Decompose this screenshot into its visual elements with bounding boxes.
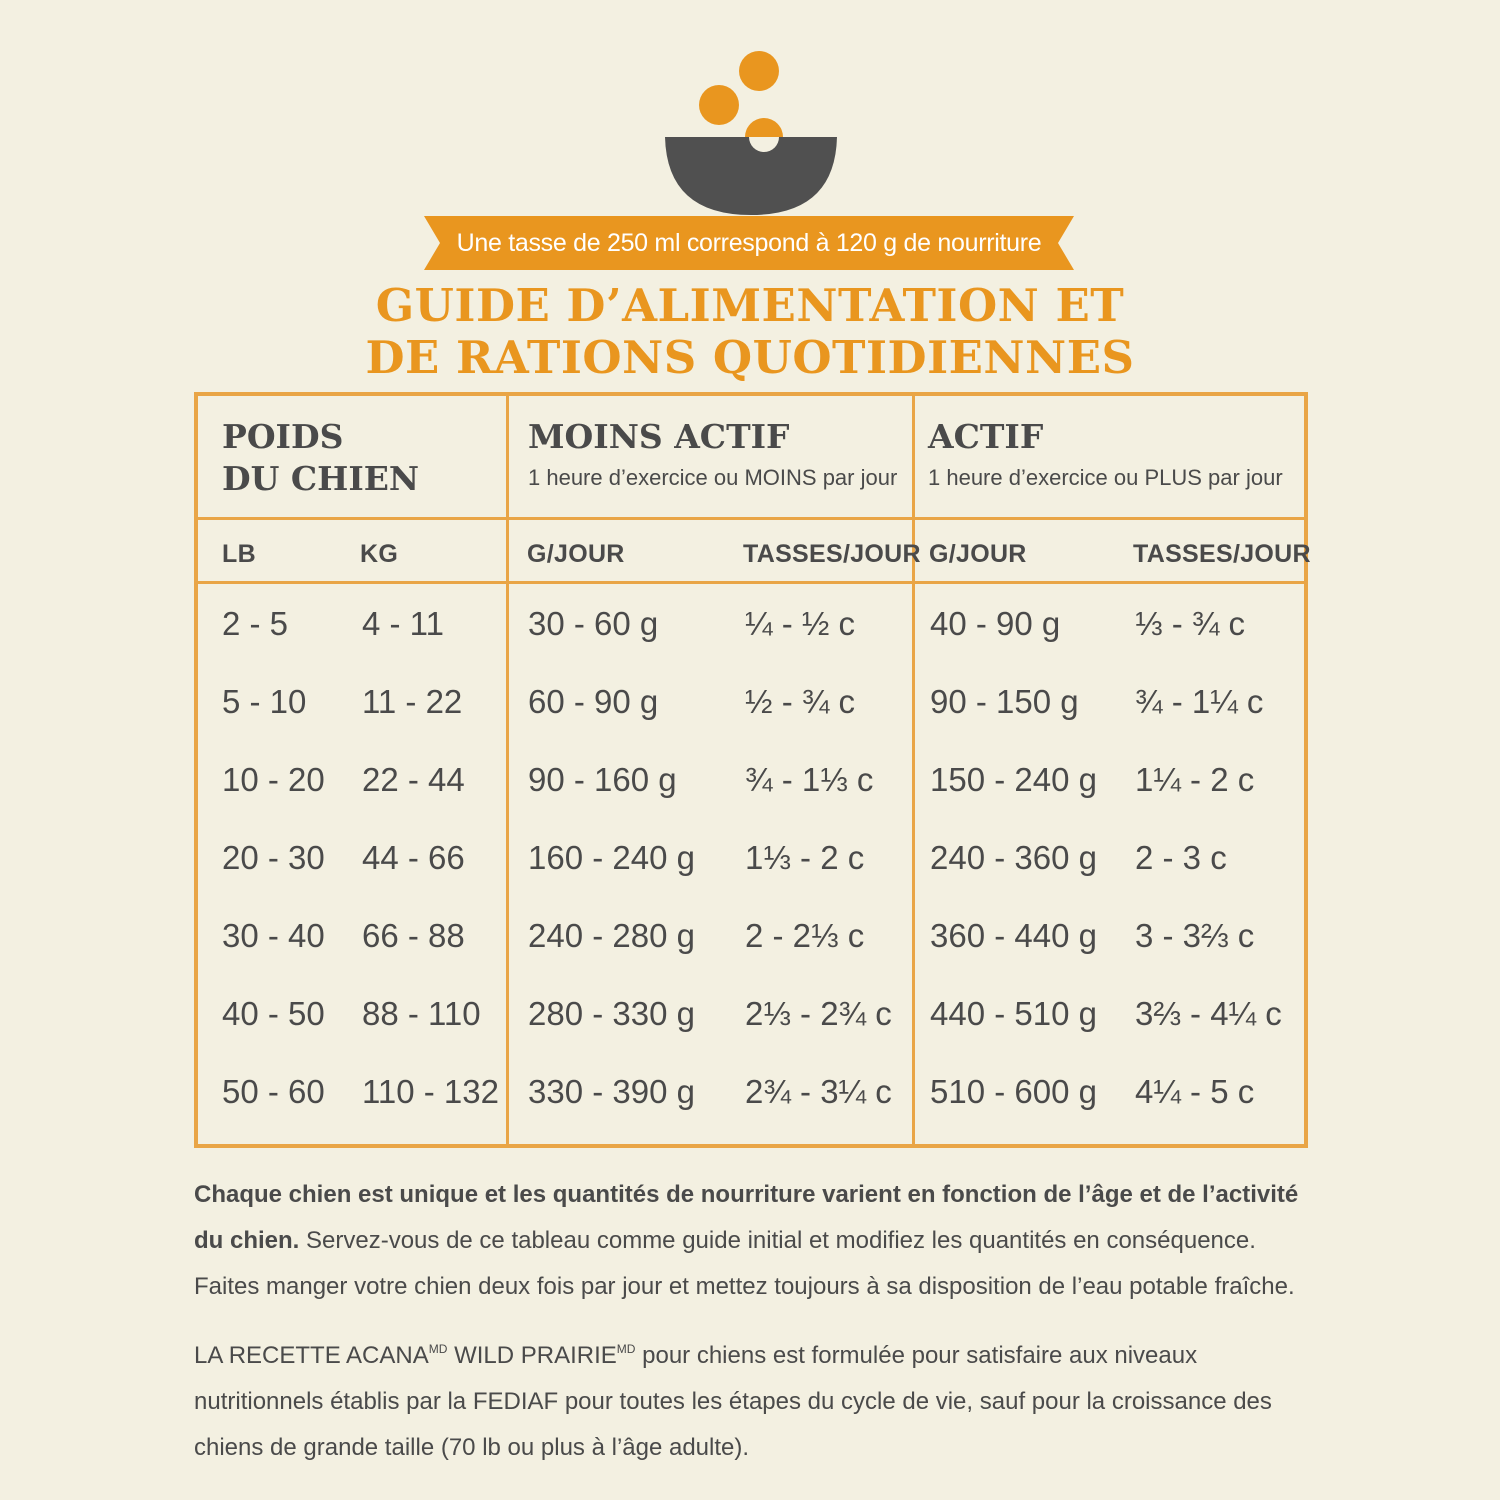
table-cell: 280 - 330 g xyxy=(528,995,695,1032)
table-cell: 90 - 160 g xyxy=(528,761,677,798)
feeding-table xyxy=(194,392,1308,1148)
table-cell: 440 - 510 g xyxy=(930,995,1097,1032)
table-divider xyxy=(912,392,915,1148)
column-header-g-day: G/JOUR xyxy=(527,540,625,568)
table-divider xyxy=(194,517,1308,520)
banner-text: Une tasse de 250 ml correspond à 120 g d… xyxy=(456,228,1042,257)
table-cell: 66 - 88 xyxy=(362,917,465,954)
table-cell: 160 - 240 g xyxy=(528,839,695,876)
table-cell: 60 - 90 g xyxy=(528,683,659,720)
table-cell: 20 - 30 xyxy=(222,839,325,876)
group-title-weight: POIDS DU CHIEN xyxy=(222,417,420,498)
table-cell: 90 - 150 g xyxy=(930,683,1079,720)
table-cell: 2 - 5 xyxy=(222,605,289,642)
column-header-cups-day: TASSES/JOUR xyxy=(1133,540,1311,568)
table-cell: 510 - 600 g xyxy=(930,1073,1097,1110)
table-cell: 11 - 22 xyxy=(362,683,463,720)
column-header-kg: KG xyxy=(360,540,399,568)
table-cell: 3⅔ - 4¼ c xyxy=(1135,995,1282,1032)
recipe-note: LA RECETTE ACANAMD WILD PRAIRIEMD pour c… xyxy=(194,1342,1272,1461)
table-cell: 44 - 66 xyxy=(362,839,465,876)
table-cell: ⅓ - ¾ c xyxy=(1135,605,1246,642)
table-divider xyxy=(506,392,509,1148)
table-cell: 22 - 44 xyxy=(362,761,465,798)
column-header-lb: LB xyxy=(222,540,256,568)
table-cell: 5 - 10 xyxy=(222,683,307,720)
table-cell: 40 - 90 g xyxy=(930,605,1061,642)
table-cell: 88 - 110 xyxy=(362,995,481,1032)
table-cell: 330 - 390 g xyxy=(528,1073,695,1110)
feeding-note: Chaque chien est unique et les quantités… xyxy=(194,1172,1306,1310)
table-cell: ¾ - 1¼ c xyxy=(1135,683,1264,720)
table-cell: 3 - 3⅔ c xyxy=(1135,917,1255,954)
table-cell: 4¼ - 5 c xyxy=(1135,1073,1255,1110)
table-cell: 240 - 360 g xyxy=(930,839,1097,876)
table-cell: 30 - 60 g xyxy=(528,605,659,642)
table-divider xyxy=(194,581,1308,584)
group-title-less-active: MOINS ACTIF xyxy=(528,417,790,456)
table-cell: 2 - 3 c xyxy=(1135,839,1227,876)
column-header-cups-day: TASSES/JOUR xyxy=(743,540,921,568)
table-cell: 40 - 50 xyxy=(222,995,325,1032)
page-title: GUIDE D’ALIMENTATION ET DE RATIONS QUOTI… xyxy=(0,280,1500,384)
title-line-1: GUIDE D’ALIMENTATION ET xyxy=(375,279,1125,332)
group-subtitle-active: 1 heure d’exercice ou PLUS par jour xyxy=(928,465,1283,490)
banner-ribbon xyxy=(424,216,1074,270)
feeding-note-text: Servez-vous de ce tableau comme guide in… xyxy=(194,1227,1295,1300)
group-title-active: ACTIF xyxy=(928,417,1044,456)
feeding-note-bold: Chaque chien est unique et les quantités… xyxy=(194,1181,1299,1254)
table-cell: 1¼ - 2 c xyxy=(1135,761,1255,798)
table-cell: 4 - 11 xyxy=(362,605,444,642)
table-cell: 50 - 60 xyxy=(222,1073,325,1110)
table-cell: 10 - 20 xyxy=(222,761,325,798)
table-cell: 2⅓ - 2¾ c xyxy=(745,995,892,1032)
table-cell: 2¾ - 3¼ c xyxy=(745,1073,892,1110)
table-cell: 30 - 40 xyxy=(222,917,325,954)
title-line-2: DE RATIONS QUOTIDIENNES xyxy=(365,331,1135,384)
table-cell: ½ - ¾ c xyxy=(745,683,856,720)
bowl-with-kibble-icon xyxy=(665,51,837,215)
table-cell: 360 - 440 g xyxy=(930,917,1097,954)
table-cell: 240 - 280 g xyxy=(528,917,695,954)
column-header-g-day: G/JOUR xyxy=(929,540,1027,568)
group-subtitle-less-active: 1 heure d’exercice ou MOINS par jour xyxy=(528,465,898,490)
table-cell: 2 - 2⅓ c xyxy=(745,917,865,954)
table-cell: 110 - 132 xyxy=(362,1073,499,1110)
table-cell: ¾ - 1⅓ c xyxy=(745,761,874,798)
table-cell: 150 - 240 g xyxy=(930,761,1097,798)
table-cell: 1⅓ - 2 c xyxy=(745,839,865,876)
table-cell: ¼ - ½ c xyxy=(745,605,856,642)
